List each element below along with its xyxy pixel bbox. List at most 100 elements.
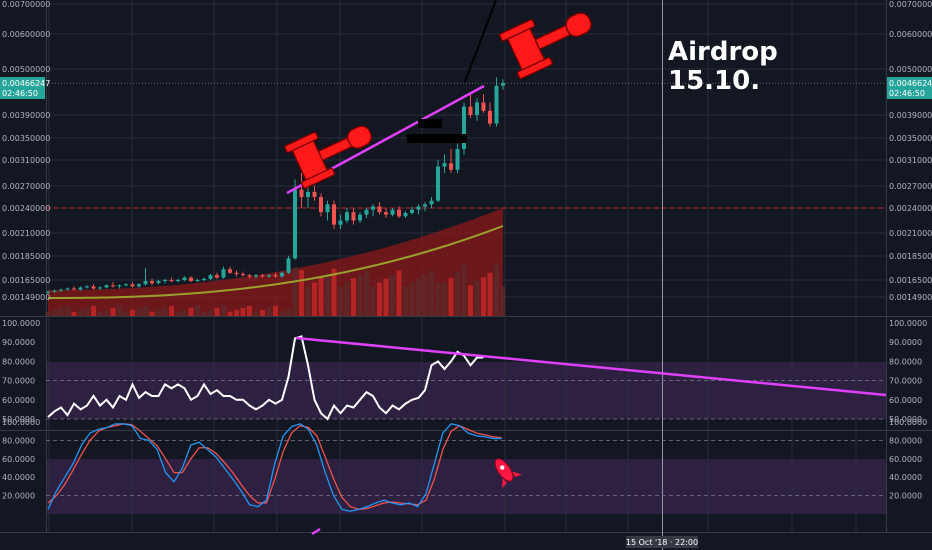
rsi-tick-label-right: 100.0000 <box>889 319 927 328</box>
volume-bar <box>416 278 421 316</box>
candle-body <box>345 212 349 221</box>
candle-body <box>384 212 388 215</box>
candle-body <box>481 102 486 111</box>
candle-body <box>65 288 70 290</box>
volume-bar <box>110 307 116 316</box>
candle-body <box>156 281 161 284</box>
price-tick-label-left: 0.00390000 <box>2 111 50 120</box>
rsi-line <box>47 335 484 421</box>
candle-body <box>85 286 89 288</box>
volume-bar <box>91 305 96 316</box>
rsi-trendline <box>295 336 887 397</box>
price-tick-label-right: 0.00185000 <box>889 252 932 261</box>
breakout-line <box>464 0 497 83</box>
volume-bar <box>487 272 493 316</box>
stoch-tick-label-left: 60.0000 <box>2 455 35 464</box>
volume-bar <box>338 286 343 316</box>
volume-bar <box>130 309 135 316</box>
stoch-k-line <box>47 423 502 512</box>
volume-bar <box>149 311 155 316</box>
volume-bar <box>286 308 291 316</box>
candle-body <box>403 213 408 217</box>
volume-bar <box>403 286 408 316</box>
candle-body <box>299 189 304 197</box>
gavel-handle <box>346 125 372 149</box>
candle-body <box>78 287 83 290</box>
volume-bar <box>474 280 480 316</box>
gavel-icon <box>499 12 592 80</box>
candle-body <box>59 289 63 291</box>
volume-bar <box>214 307 220 316</box>
volume-bar <box>364 270 369 316</box>
candle-body <box>221 269 226 278</box>
rocket-body <box>494 458 514 482</box>
candle-body <box>72 288 76 290</box>
candle-body <box>260 275 265 277</box>
marker-bar <box>418 119 442 128</box>
gavel-cap <box>300 167 336 189</box>
candle-body <box>468 106 473 115</box>
volume-bar <box>221 305 226 316</box>
stoch-tick-label-right: 80.0000 <box>889 436 922 445</box>
candle-body <box>124 284 128 286</box>
volume-bar <box>247 305 252 316</box>
volume-bar <box>273 305 278 316</box>
candle-body <box>364 209 369 215</box>
rsi-tick-label-left: 80.0000 <box>2 357 35 366</box>
candle-body <box>436 166 440 201</box>
stoch-tick-label-left: 100.0000 <box>2 418 40 427</box>
volume-bar <box>84 307 90 316</box>
volume-bar <box>396 270 402 316</box>
candle-body <box>52 290 57 292</box>
volume-bar <box>71 311 77 316</box>
stoch-tick-label-left: 80.0000 <box>2 436 35 445</box>
moving-average-line <box>47 225 504 299</box>
volume-bar <box>461 263 467 316</box>
candle-body <box>176 280 180 282</box>
volume-bar <box>123 311 129 316</box>
price-tag-value: 0.00466247 <box>2 79 50 88</box>
rsi-tick-label-right: 50.0000 <box>889 415 922 424</box>
candle-body <box>267 275 271 277</box>
rocket-window <box>500 465 505 470</box>
price-tick-label-left: 0.00165000 <box>2 276 50 285</box>
candle-body <box>312 191 317 197</box>
volume-bar <box>156 309 161 316</box>
price-tick-label-left: 0.00350000 <box>2 134 50 143</box>
candle-body <box>390 209 395 215</box>
volume-profile-area <box>48 208 503 316</box>
rocket-fin <box>512 471 522 477</box>
price-tick-label-left: 0.00600000 <box>2 30 50 39</box>
stoch-tick-label-right: 100.0000 <box>889 418 927 427</box>
volume-bar <box>52 309 57 316</box>
candle-body <box>169 280 174 282</box>
volume-bar <box>65 305 70 316</box>
price-tick-label-right: 0.00149000 <box>889 293 932 302</box>
candle-body <box>501 83 505 86</box>
price-tag-countdown: 02:46:50 <box>889 89 925 98</box>
volume-bar <box>390 274 395 316</box>
candle-body <box>111 285 115 287</box>
candle-body <box>377 206 382 213</box>
volume-bar <box>97 311 103 316</box>
candle-body <box>462 106 466 149</box>
candle-body <box>475 102 479 115</box>
volume-bar <box>448 278 454 316</box>
rsi-tick-label-left: 100.0000 <box>2 319 40 328</box>
price-tick-label-right: 0.00240000 <box>889 204 932 213</box>
volume-bar <box>422 274 428 316</box>
candle-body <box>423 204 427 207</box>
volume-bar <box>325 274 330 316</box>
candle-body <box>228 269 232 273</box>
volume-bar <box>162 307 168 316</box>
volume-bar <box>234 309 239 316</box>
price-tick-label-left: 0.00210000 <box>2 229 50 238</box>
candle-body <box>416 206 421 210</box>
volume-bar <box>104 309 109 316</box>
price-tick-label-left: 0.00240000 <box>2 204 50 213</box>
candle-body <box>371 206 375 210</box>
stoch-marker <box>311 527 321 536</box>
volume-bar <box>175 311 181 316</box>
